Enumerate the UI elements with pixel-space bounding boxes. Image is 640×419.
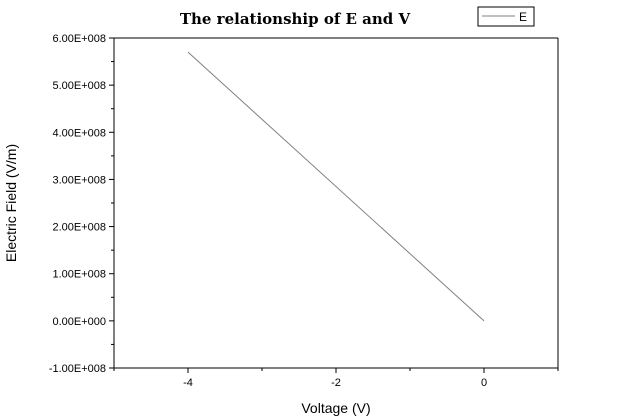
y-tick-label: 4.00E+008 <box>52 127 106 139</box>
y-tick-label: -1.00E+008 <box>49 363 106 375</box>
y-tick-label: 2.00E+008 <box>52 222 106 234</box>
y-ticks: -1.00E+008 0.00E+000 1.00E+008 2.00E+008 3.0… <box>49 33 114 375</box>
y-axis-title: Electric Field (V/m) <box>3 144 19 262</box>
legend-label-e: E <box>519 10 527 24</box>
x-axis-title: Voltage (V) <box>301 400 370 416</box>
x-tick-label: -4 <box>183 377 193 389</box>
y-tick-label: 6.00E+008 <box>52 33 106 45</box>
series-layer <box>187 51 485 322</box>
plot-frame <box>113 37 559 369</box>
chart-title: The relationship of E and V <box>180 10 411 28</box>
y-tick-label: 1.00E+008 <box>52 269 106 281</box>
x-tick-label: 0 <box>481 377 487 389</box>
series-line-e <box>187 51 485 322</box>
y-tick-label: 3.00E+008 <box>52 174 106 186</box>
legend: E <box>477 6 535 27</box>
y-tick-label: 5.00E+008 <box>52 80 106 92</box>
x-ticks: -4 -2 0 <box>113 368 559 389</box>
y-tick-label: 0.00E+000 <box>52 316 106 328</box>
x-tick-label: -2 <box>331 377 341 389</box>
